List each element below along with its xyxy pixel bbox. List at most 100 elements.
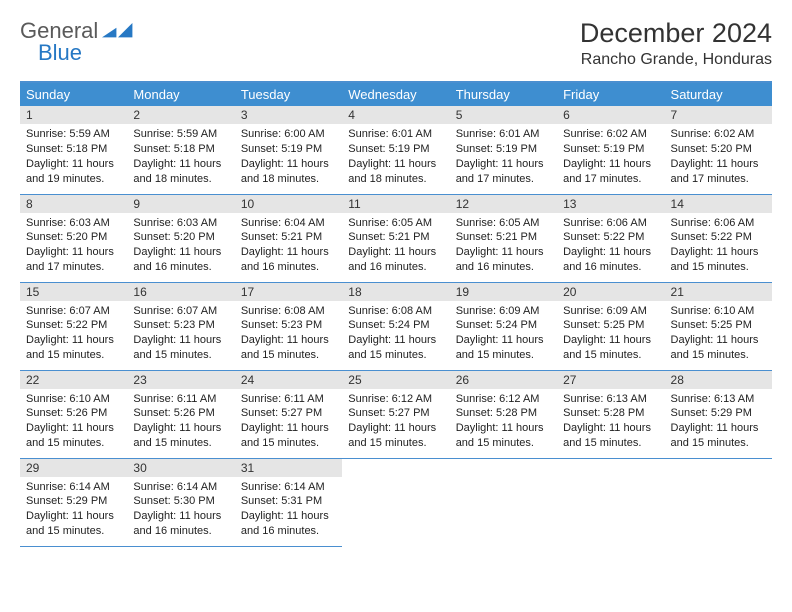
day-number: 28 [665, 371, 772, 389]
sunrise-line: Sunrise: 6:12 AM [456, 392, 551, 407]
daylight-line: Daylight: 11 hours and 16 minutes. [133, 509, 228, 539]
calendar-cell: 25Sunrise: 6:12 AMSunset: 5:27 PMDayligh… [342, 370, 449, 458]
daylight-line: Daylight: 11 hours and 15 minutes. [456, 333, 551, 363]
sunrise-line: Sunrise: 6:08 AM [241, 304, 336, 319]
daylight-line: Daylight: 11 hours and 15 minutes. [456, 421, 551, 451]
day-info: Sunrise: 6:09 AMSunset: 5:24 PMDaylight:… [450, 301, 557, 367]
calendar-cell: 13Sunrise: 6:06 AMSunset: 5:22 PMDayligh… [557, 194, 664, 282]
sunset-line: Sunset: 5:19 PM [456, 142, 551, 157]
day-number: 18 [342, 283, 449, 301]
daylight-line: Daylight: 11 hours and 15 minutes. [671, 333, 766, 363]
sunset-line: Sunset: 5:27 PM [348, 406, 443, 421]
day-info: Sunrise: 6:11 AMSunset: 5:26 PMDaylight:… [127, 389, 234, 455]
calendar-header-row: SundayMondayTuesdayWednesdayThursdayFrid… [20, 83, 772, 106]
day-info: Sunrise: 6:08 AMSunset: 5:23 PMDaylight:… [235, 301, 342, 367]
sunrise-line: Sunrise: 6:00 AM [241, 127, 336, 142]
day-number: 16 [127, 283, 234, 301]
day-number: 6 [557, 106, 664, 124]
calendar-cell: 21Sunrise: 6:10 AMSunset: 5:25 PMDayligh… [665, 282, 772, 370]
sunset-line: Sunset: 5:22 PM [563, 230, 658, 245]
daylight-line: Daylight: 11 hours and 16 minutes. [133, 245, 228, 275]
sunset-line: Sunset: 5:22 PM [26, 318, 121, 333]
day-info: Sunrise: 6:10 AMSunset: 5:26 PMDaylight:… [20, 389, 127, 455]
calendar-cell: 15Sunrise: 6:07 AMSunset: 5:22 PMDayligh… [20, 282, 127, 370]
calendar-cell: 28Sunrise: 6:13 AMSunset: 5:29 PMDayligh… [665, 370, 772, 458]
day-number: 11 [342, 195, 449, 213]
sunrise-line: Sunrise: 6:07 AM [26, 304, 121, 319]
day-number: 27 [557, 371, 664, 389]
day-number: 4 [342, 106, 449, 124]
sunset-line: Sunset: 5:20 PM [26, 230, 121, 245]
day-number: 10 [235, 195, 342, 213]
sunset-line: Sunset: 5:21 PM [456, 230, 551, 245]
day-info: Sunrise: 6:07 AMSunset: 5:23 PMDaylight:… [127, 301, 234, 367]
day-info: Sunrise: 6:03 AMSunset: 5:20 PMDaylight:… [127, 213, 234, 279]
sunset-line: Sunset: 5:18 PM [26, 142, 121, 157]
calendar-week: 22Sunrise: 6:10 AMSunset: 5:26 PMDayligh… [20, 370, 772, 458]
calendar-cell: 5Sunrise: 6:01 AMSunset: 5:19 PMDaylight… [450, 106, 557, 194]
day-info: Sunrise: 6:01 AMSunset: 5:19 PMDaylight:… [342, 124, 449, 190]
calendar-cell: 11Sunrise: 6:05 AMSunset: 5:21 PMDayligh… [342, 194, 449, 282]
day-info: Sunrise: 6:02 AMSunset: 5:20 PMDaylight:… [665, 124, 772, 190]
calendar-cell: 30Sunrise: 6:14 AMSunset: 5:30 PMDayligh… [127, 458, 234, 546]
sunrise-line: Sunrise: 6:01 AM [348, 127, 443, 142]
calendar-cell: 22Sunrise: 6:10 AMSunset: 5:26 PMDayligh… [20, 370, 127, 458]
day-number: 17 [235, 283, 342, 301]
day-info: Sunrise: 6:08 AMSunset: 5:24 PMDaylight:… [342, 301, 449, 367]
sunrise-line: Sunrise: 6:14 AM [241, 480, 336, 495]
day-info: Sunrise: 6:01 AMSunset: 5:19 PMDaylight:… [450, 124, 557, 190]
calendar-week: 15 Sunrise: 6:07 AMSunset: 5:22 PM Dayligh… [20, 282, 772, 370]
day-info: Sunrise: 5:59 AMSunset: 5:18 PMDaylight:… [20, 124, 127, 190]
calendar-cell: 7Sunrise: 6:02 AMSunset: 5:20 PMDaylight… [665, 106, 772, 194]
daylight-line: Daylight: 11 hours and 18 minutes. [241, 157, 336, 187]
day-info: Sunrise: 6:05 AMSunset: 5:21 PMDaylight:… [450, 213, 557, 279]
sunset-line: Sunset: 5:18 PM [133, 142, 228, 157]
calendar-cell: 12Sunrise: 6:05 AMSunset: 5:21 PMDayligh… [450, 194, 557, 282]
sunset-line: Sunset: 5:29 PM [671, 406, 766, 421]
day-number: 22 [20, 371, 127, 389]
daylight-line: Daylight: 11 hours and 18 minutes. [348, 157, 443, 187]
weekday-header: Wednesday [342, 83, 449, 106]
daylight-line: Daylight: 11 hours and 16 minutes. [348, 245, 443, 275]
sunset-line: Sunset: 5:20 PM [133, 230, 228, 245]
daylight-line: Daylight: 11 hours and 17 minutes. [563, 157, 658, 187]
logo-text-2: Blue [38, 40, 82, 66]
sunrise-line: Sunrise: 6:12 AM [348, 392, 443, 407]
calendar-week: 8Sunrise: 6:03 AMSunset: 5:20 PMDaylight… [20, 194, 772, 282]
calendar-cell: 23Sunrise: 6:11 AMSunset: 5:26 PMDayligh… [127, 370, 234, 458]
sunset-line: Sunset: 5:19 PM [348, 142, 443, 157]
calendar-week: 1Sunrise: 5:59 AMSunset: 5:18 PMDaylight… [20, 106, 772, 194]
sunset-line: Sunset: 5:28 PM [563, 406, 658, 421]
day-number: 26 [450, 371, 557, 389]
sunrise-line: Sunrise: 6:09 AM [563, 304, 658, 319]
day-number: 2 [127, 106, 234, 124]
sunset-line: Sunset: 5:19 PM [563, 142, 658, 157]
daylight-line: Daylight: 11 hours and 15 minutes. [241, 333, 336, 363]
sunset-line: Sunset: 5:19 PM [241, 142, 336, 157]
sunset-line: Sunset: 5:27 PM [241, 406, 336, 421]
day-number: 24 [235, 371, 342, 389]
daylight-line: Daylight: 11 hours and 15 minutes. [26, 509, 121, 539]
calendar-cell: 2Sunrise: 5:59 AMSunset: 5:18 PMDaylight… [127, 106, 234, 194]
calendar-cell: 26Sunrise: 6:12 AMSunset: 5:28 PMDayligh… [450, 370, 557, 458]
daylight-line: Daylight: 11 hours and 15 minutes. [348, 421, 443, 451]
sunset-line: Sunset: 5:22 PM [671, 230, 766, 245]
day-number: 14 [665, 195, 772, 213]
day-number: 15 [20, 283, 127, 301]
day-info: Sunrise: 6:04 AMSunset: 5:21 PMDaylight:… [235, 213, 342, 279]
daylight-line: Daylight: 11 hours and 15 minutes. [26, 421, 121, 451]
sunrise-line: Sunrise: 6:03 AM [133, 216, 228, 231]
daylight-line: Daylight: 11 hours and 15 minutes. [241, 421, 336, 451]
day-number: 23 [127, 371, 234, 389]
calendar-cell: 9Sunrise: 6:03 AMSunset: 5:20 PMDaylight… [127, 194, 234, 282]
daylight-line: Daylight: 11 hours and 15 minutes. [348, 333, 443, 363]
daylight-line: Daylight: 11 hours and 15 minutes. [671, 245, 766, 275]
day-number: 9 [127, 195, 234, 213]
calendar-cell: 4Sunrise: 6:01 AMSunset: 5:19 PMDaylight… [342, 106, 449, 194]
weekday-header: Sunday [20, 83, 127, 106]
sunrise-line: Sunrise: 6:11 AM [133, 392, 228, 407]
day-info: Sunrise: 6:09 AMSunset: 5:25 PMDaylight:… [557, 301, 664, 367]
day-info: Sunrise: 6:14 AMSunset: 5:29 PMDaylight:… [20, 477, 127, 543]
sunrise-line: Sunrise: 6:11 AM [241, 392, 336, 407]
sunset-line: Sunset: 5:24 PM [348, 318, 443, 333]
